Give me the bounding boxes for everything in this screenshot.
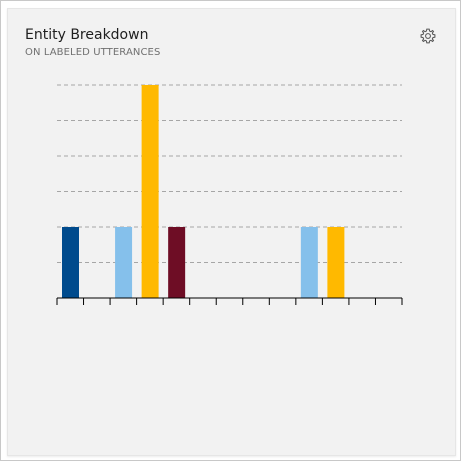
card-subtitle: ON LABELED UTTERANCES: [25, 47, 161, 58]
bar: [300, 227, 318, 298]
bar: [327, 227, 345, 298]
entity-breakdown-card: Entity Breakdown ON LABELED UTTERANCES: [7, 8, 456, 456]
bar: [62, 227, 79, 298]
card-title: Entity Breakdown: [25, 27, 149, 43]
gear-icon[interactable]: [419, 27, 437, 45]
bar: [141, 85, 159, 298]
bar: [168, 227, 186, 298]
bar: [115, 227, 133, 298]
